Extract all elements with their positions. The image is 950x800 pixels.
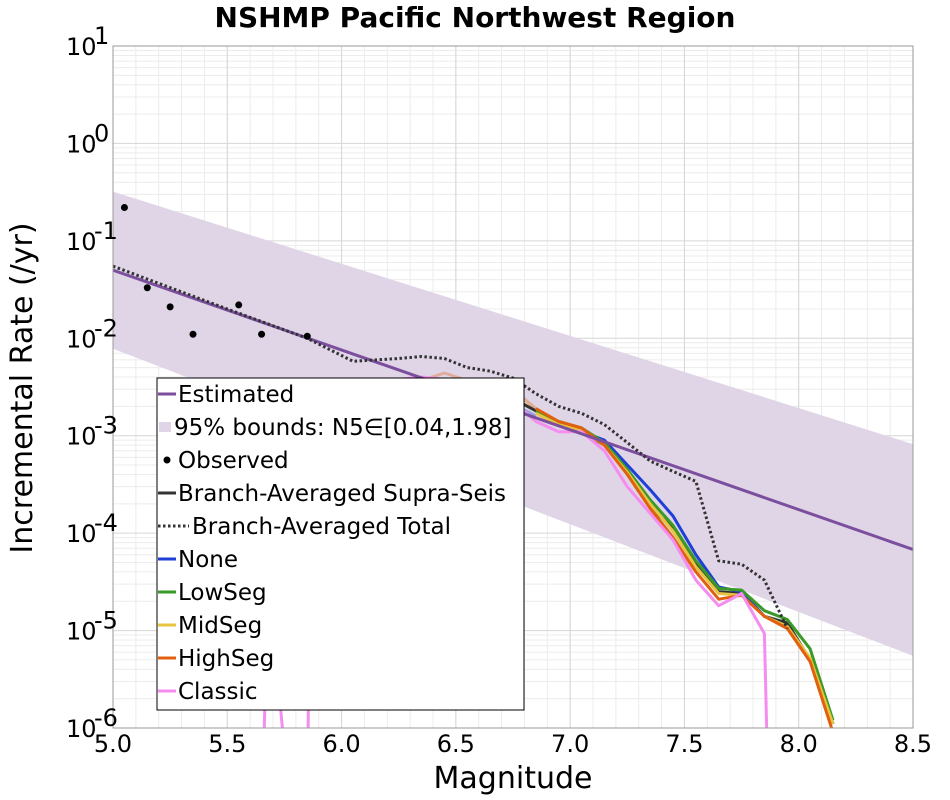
y-tick-exponent: -2 xyxy=(94,314,118,342)
y-tick-base: 10 xyxy=(66,325,97,353)
legend-item-highseg: HighSeg xyxy=(158,646,274,672)
y-tick-base: 10 xyxy=(66,715,97,743)
y-tick-base: 10 xyxy=(66,130,97,158)
x-tick-label: 5.0 xyxy=(94,730,132,758)
observed-point xyxy=(166,303,174,311)
y-tick-label: 10-1 xyxy=(66,217,118,256)
y-tick-base: 10 xyxy=(66,618,97,646)
y-tick-base: 10 xyxy=(66,33,97,61)
y-tick-base: 10 xyxy=(66,228,97,256)
legend-item-total: Branch-Averaged Total xyxy=(158,514,451,540)
x-tick-label: 5.5 xyxy=(208,730,246,758)
legend-swatch xyxy=(159,422,171,432)
x-tick-label: 7.0 xyxy=(551,730,589,758)
legend-label: 95% bounds: N5∈[0.04,1.98] xyxy=(174,415,511,441)
observed-point xyxy=(189,330,197,338)
x-tick-label: 8.5 xyxy=(894,730,932,758)
legend-item-none: None xyxy=(158,547,238,573)
observed-point xyxy=(143,284,151,292)
legend-label: None xyxy=(178,547,238,573)
y-tick-exponent: -6 xyxy=(94,704,118,732)
y-tick-exponent: 1 xyxy=(94,22,109,50)
y-tick-label: 101 xyxy=(66,22,109,61)
legend-swatch xyxy=(163,456,171,464)
series-total-line xyxy=(113,264,789,630)
y-tick-exponent: -1 xyxy=(94,217,118,245)
legend-item-supra: Branch-Averaged Supra-Seis xyxy=(158,481,506,507)
x-tick-label: 6.0 xyxy=(322,730,360,758)
legend-item-lowseg: LowSeg xyxy=(158,580,267,606)
legend-box xyxy=(156,377,525,711)
legend-label: Branch-Averaged Supra-Seis xyxy=(178,481,506,507)
y-tick-exponent: 0 xyxy=(94,119,109,147)
legend-label: LowSeg xyxy=(178,580,267,606)
observed-point xyxy=(120,203,128,211)
y-tick-exponent: -5 xyxy=(94,607,118,635)
observed-point xyxy=(303,332,311,340)
chart-title: NSHMP Pacific Northwest Region xyxy=(215,1,736,34)
legend-item-estimated: Estimated xyxy=(158,382,294,408)
observed-point xyxy=(258,330,266,338)
x-tick-label: 8.0 xyxy=(780,730,818,758)
x-tick-labels: 5.0 5.5 6.0 6.5 7.0 7.5 8.0 8.5 xyxy=(94,730,932,758)
legend-label: Classic xyxy=(178,679,258,705)
observed-layer xyxy=(120,203,311,340)
observed-point xyxy=(235,301,243,309)
y-tick-label: 10-3 xyxy=(66,412,118,451)
y-tick-label: 10-4 xyxy=(66,509,118,548)
x-tick-label: 7.5 xyxy=(665,730,703,758)
x-tick-label: 6.5 xyxy=(437,730,475,758)
y-axis-label: Incremental Rate (/yr) xyxy=(5,222,40,553)
y-tick-base: 10 xyxy=(66,423,97,451)
y-tick-label: 100 xyxy=(66,119,109,158)
y-tick-label: 10-6 xyxy=(66,704,118,743)
legend-label: Observed xyxy=(178,448,289,474)
x-axis-label: Magnitude xyxy=(434,761,593,796)
legend-item-bounds: 95% bounds: N5∈[0.04,1.98] xyxy=(159,415,511,441)
legend-label: Branch-Averaged Total xyxy=(192,514,451,540)
y-tick-base: 10 xyxy=(66,520,97,548)
legend-item-observed: Observed xyxy=(163,448,289,474)
series-highseg-line xyxy=(535,407,834,728)
plot-frame xyxy=(112,45,914,729)
y-tick-label: 10-5 xyxy=(66,607,118,646)
legend-label: MidSeg xyxy=(178,613,262,639)
y-tick-exponent: -3 xyxy=(94,412,118,440)
legend-label: Estimated xyxy=(178,382,294,408)
legend: Estimated 95% bounds: N5∈[0.04,1.98] Obser… xyxy=(156,377,525,711)
legend-item-midseg: MidSeg xyxy=(158,613,262,639)
y-tick-exponent: -4 xyxy=(94,509,118,537)
legend-label: HighSeg xyxy=(178,646,274,672)
y-tick-label: 10-2 xyxy=(66,314,118,353)
legend-item-classic: Classic xyxy=(158,679,258,705)
